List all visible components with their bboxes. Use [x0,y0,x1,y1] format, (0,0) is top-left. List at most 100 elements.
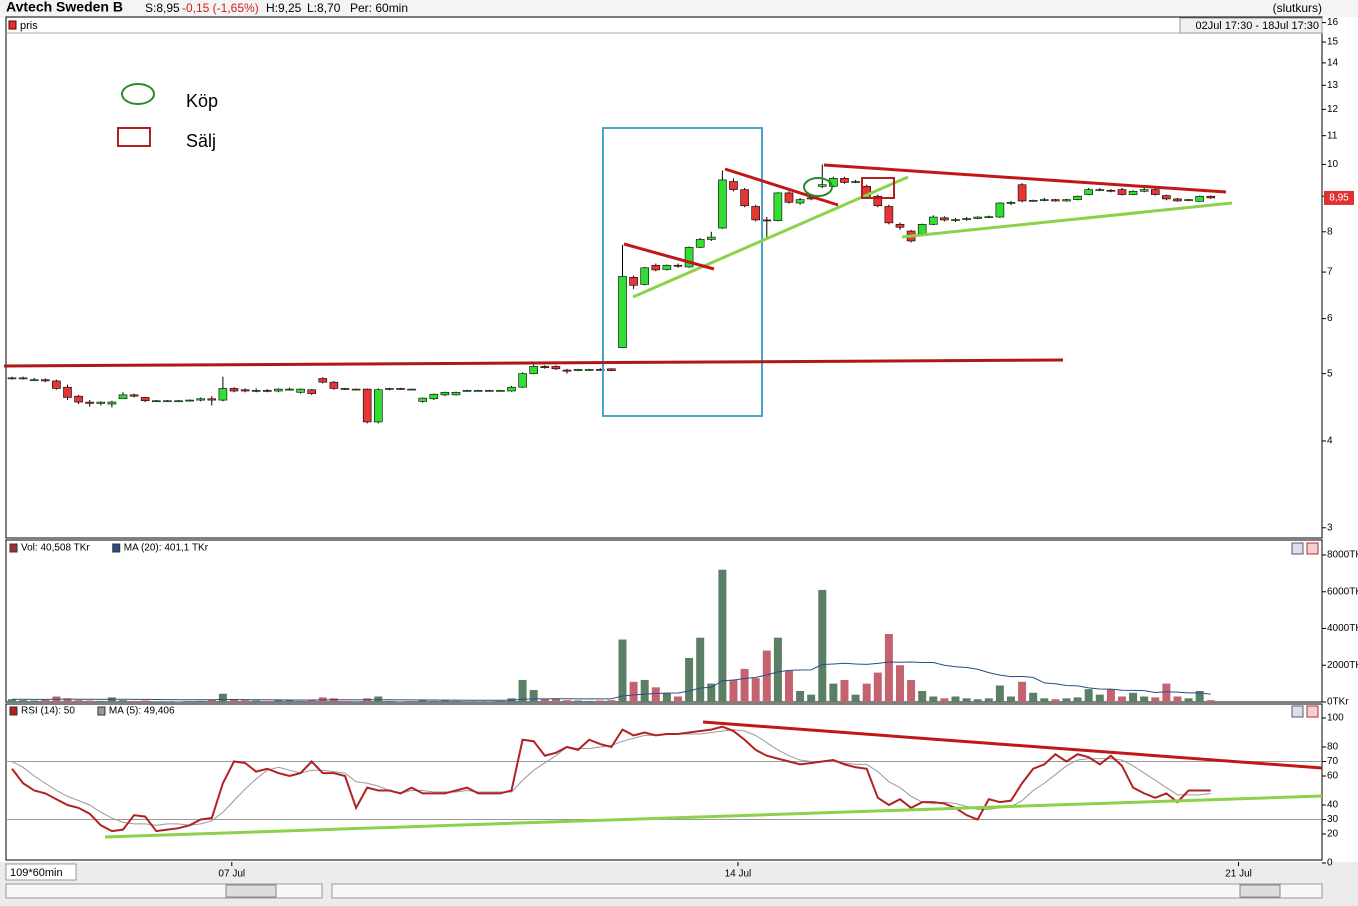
volume-bar [940,698,949,702]
volume-bar [562,700,571,702]
candle-body [1150,189,1160,195]
legend-label: MA (20): 401,1 TKr [124,543,209,554]
volume-bar [1173,696,1182,702]
volume-bar [962,698,971,702]
candle-body [851,181,860,183]
volume-bar [19,700,28,702]
y-tick-label: 40 [1327,800,1339,811]
candle-body [18,377,28,380]
volume-bar [607,700,616,702]
candle-body [773,192,783,221]
date-range-box [1179,17,1323,34]
volume-bar [529,690,538,702]
volume-bar [751,678,760,702]
volume-bar [1006,696,1015,702]
volume-bar [995,685,1004,702]
price-mode: (slutkurs) [1273,1,1322,15]
candle-body [274,388,283,392]
candle-body [63,386,72,398]
candle-body [951,219,960,221]
buy-marker [803,177,833,197]
candle-body [1062,199,1071,202]
candle-body [118,394,128,400]
volume-bar [807,694,816,702]
pan-scrollbar[interactable] [331,883,1323,899]
y-tick-label: 20 [1327,829,1339,840]
volume-bar [141,700,150,702]
buy-symbol [121,83,155,105]
candle-body [1162,195,1171,200]
volume-bar [1206,700,1215,702]
candle-body [207,398,217,401]
legend-label: MA (5): 49,406 [109,706,175,717]
volume-bar [907,679,916,702]
settings-button[interactable] [1291,542,1304,555]
volume-bar [463,701,472,702]
candle-body [629,276,638,286]
settings-button[interactable] [1291,705,1304,718]
volume-bar [1073,697,1082,702]
volume-bar [973,699,982,702]
bar-count: 109*60min [10,867,63,879]
candle-body [385,388,394,390]
volume-bar [130,700,139,702]
y-tick-label: 30 [1327,814,1339,825]
y-tick-label: 60 [1327,771,1339,782]
candle-body [196,398,205,401]
volume-bar [185,701,194,702]
volume-panel [5,539,1323,703]
volume-bar [574,700,583,702]
volume-bar [618,639,627,702]
close-button[interactable] [1306,542,1319,555]
candle-body [507,386,516,392]
candle-body [1139,189,1149,192]
candle-body [884,206,894,224]
candle-body [940,217,949,221]
y-tick-label: 8000TKr [1327,550,1358,561]
candle-body [962,218,971,220]
candle-body [584,369,594,371]
candle-body [1006,202,1016,204]
high-price: H:9,25 [266,1,302,15]
zoom-thumb[interactable] [225,884,277,898]
volume-bar [429,700,438,702]
candle-body [795,199,805,204]
candle-body [729,181,738,190]
volume-bar [762,650,771,702]
last-price-tag [1324,190,1354,205]
y-tick-label: 4 [1327,436,1333,447]
rsi-resistance-line [702,720,1323,770]
volume-bar [85,700,94,702]
candle-body [285,388,294,391]
y-tick-label: 4000TKr [1327,623,1358,634]
volume-bar [518,679,527,702]
volume-bar [729,679,738,702]
legend-swatch [9,706,18,716]
volume-bar [1162,683,1171,702]
candle-body [740,189,749,207]
date-range: 02Jul 17:30 - 18Jul 17:30 [1195,20,1319,32]
volume-bar [163,701,172,702]
candle-body [607,368,616,371]
pan-thumb[interactable] [1239,884,1281,898]
volume-bar [884,634,893,702]
candle-body [573,369,583,371]
legend-label: Vol: 40,508 TKr [21,543,90,554]
candle-body [218,388,228,401]
candle-body [140,397,150,402]
candle-body [973,216,982,219]
close-button[interactable] [1306,705,1319,718]
volume-bar [984,698,993,702]
candle-body [1039,199,1049,201]
candle-body [1184,199,1193,201]
candle-body [651,264,661,271]
volume-bar [951,696,960,702]
candle-body [7,377,17,380]
volume-bar [340,700,349,702]
price-change: -0,15 (-1,65%) [182,1,259,15]
volume-bar [1184,698,1193,702]
candle-body [52,380,61,389]
resistance-line [3,358,1064,368]
candle-body [595,369,605,371]
volume-bar [818,589,827,702]
